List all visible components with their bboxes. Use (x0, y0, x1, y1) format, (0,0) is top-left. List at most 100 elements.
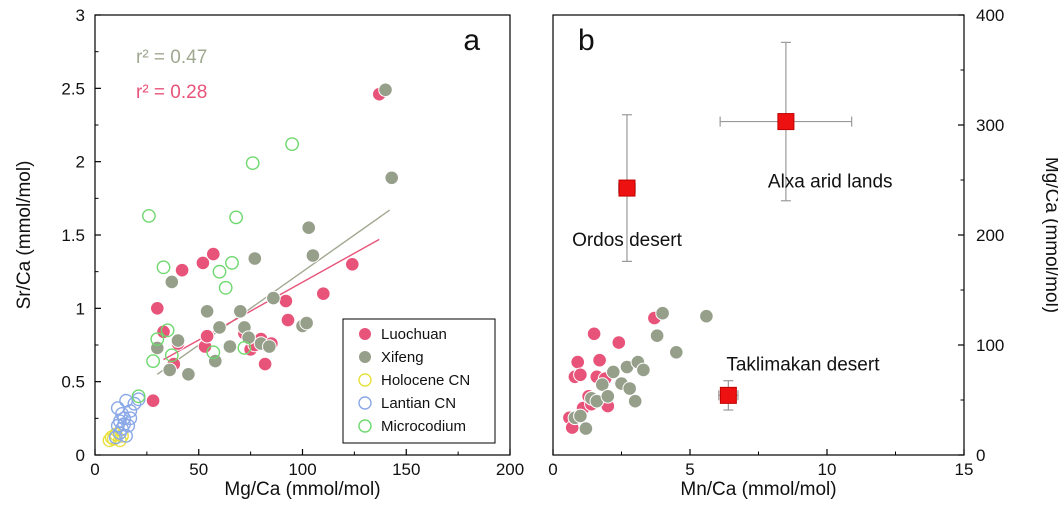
point-microcodium (160, 323, 175, 338)
point-luochuan (345, 257, 360, 272)
point-xifeng (649, 328, 665, 344)
point-microcodium (156, 260, 171, 275)
point-luochuan (316, 286, 331, 302)
panel-a-y-tick-label: 0.5 (61, 373, 85, 392)
point-lantian-cn (127, 396, 142, 411)
point-lantian-cn (123, 411, 138, 426)
point-xifeng (301, 220, 317, 235)
panel-b-x-tick-label: 15 (955, 460, 974, 479)
panel-b-x-tick-label: 5 (685, 460, 694, 479)
point-luochuan (150, 301, 165, 316)
point-microcodium (164, 348, 179, 363)
point-xifeng (222, 339, 238, 354)
point-microcodium (225, 255, 239, 270)
point-xifeng (573, 408, 588, 424)
point-xifeng (627, 393, 643, 409)
point-luochuan (586, 326, 602, 342)
point-luochuan (195, 255, 211, 271)
source-marker-alxa-arid-lands (777, 113, 795, 131)
point-xifeng (378, 82, 393, 98)
point-xifeng (181, 367, 196, 382)
source-label-taklimakan-desert: Taklimakan desert (726, 354, 880, 375)
point-luochuan (573, 367, 588, 383)
point-luochuan (199, 328, 215, 344)
r2-gray-annotation: r² = 0.47 (136, 47, 207, 68)
point-luochuan (145, 393, 161, 409)
panel-a-x-tick-label: 200 (496, 460, 524, 479)
panel-b-x-axis-label: Mn/Ca (mmol/mol) (680, 479, 836, 500)
point-xifeng (266, 290, 281, 306)
point-luochuan (206, 246, 221, 262)
point-microcodium (146, 354, 161, 368)
point-microcodium (141, 208, 156, 223)
legend-label-microcodium: Microcodium (381, 418, 466, 435)
legend-swatch-holocene-cn (358, 373, 372, 387)
point-lantian-cn (113, 414, 127, 429)
source-marker-taklimakan-desert (719, 386, 737, 404)
point-xifeng (299, 315, 314, 331)
point-xifeng (384, 170, 400, 186)
panel-a-y-tick-label: 3 (76, 6, 85, 25)
legend: Luochuan Xifeng Holocene CN Lantian CN M… (342, 318, 496, 444)
point-microcodium (237, 340, 252, 355)
point-lantian-cn (121, 418, 136, 433)
point-luochuan (280, 312, 296, 328)
panel-a: 0 50 100 150 200 0 0.5 1 1.5 2 2.5 3 a r² = 0.47 r²… (14, 6, 524, 500)
point-xifeng (699, 308, 714, 324)
panel-a-x-tick-label: 0 (90, 460, 99, 479)
point-xifeng (305, 248, 321, 263)
panel-b-y-axis-label: Mg/Ca (mmol/mol) (1041, 157, 1058, 313)
point-xifeng (199, 304, 215, 319)
point-xifeng (247, 251, 263, 266)
legend-label-holocene-cn: Holocene CN (381, 372, 470, 389)
point-microcodium (229, 210, 244, 225)
point-xifeng (233, 304, 248, 319)
point-xifeng (655, 305, 670, 321)
panel-a-x-tick-label: 100 (288, 460, 316, 479)
legend-swatch-microcodium (358, 419, 372, 433)
panel-a-x-tick-label: 50 (189, 460, 208, 479)
point-luochuan (611, 335, 627, 350)
legend-swatch-xifeng (358, 350, 372, 364)
panel-b-x-tick-label: 10 (818, 460, 837, 479)
panel-b-letter: b (578, 24, 595, 57)
legend-label-xifeng: Xifeng (381, 349, 424, 366)
point-microcodium (131, 389, 146, 404)
point-lantian-cn (119, 428, 134, 443)
point-microcodium (245, 156, 260, 171)
point-luochuan (257, 356, 273, 372)
panel-a-y-tick-label: 2 (76, 153, 85, 172)
panel-b-y-tick-label: 0 (976, 446, 985, 465)
panel-b-points (562, 305, 714, 436)
r2-pink-annotation: r² = 0.28 (136, 82, 207, 103)
legend-label-luochuan: Luochuan (381, 326, 447, 343)
source-label-ordos-desert: Ordos desert (572, 230, 683, 251)
point-xifeng (162, 362, 177, 378)
point-xifeng (622, 381, 638, 396)
panel-b-y-tick-label: 300 (976, 116, 1004, 135)
point-microcodium (150, 332, 165, 346)
point-microcodium (206, 345, 221, 360)
legend-label-lantian-cn: Lantian CN (381, 395, 456, 412)
point-xifeng (636, 362, 651, 378)
point-microcodium (285, 137, 299, 152)
point-xifeng (208, 353, 223, 369)
source-label-alxa-arid-lands: Alxa arid lands (768, 172, 893, 193)
panel-b-y-tick-label: 200 (976, 226, 1004, 245)
point-xifeng (595, 377, 610, 392)
point-luochuan (570, 354, 586, 370)
panel-a-letter: a (463, 24, 480, 57)
point-xifeng (578, 421, 594, 436)
point-xifeng (606, 364, 621, 380)
panel-a-points (102, 82, 400, 448)
panel-b-sources: Ordos desert Alxa arid lands Taklimakan de… (572, 41, 893, 411)
point-lantian-cn (123, 404, 138, 418)
point-xifeng (669, 345, 684, 360)
panel-a-x-tick-label: 150 (392, 460, 420, 479)
legend-swatch-lantian-cn (358, 396, 372, 410)
point-luochuan (174, 262, 190, 278)
panel-a-x-axis-label: Mg/Ca (mmol/mol) (224, 479, 380, 500)
point-microcodium (218, 280, 233, 295)
